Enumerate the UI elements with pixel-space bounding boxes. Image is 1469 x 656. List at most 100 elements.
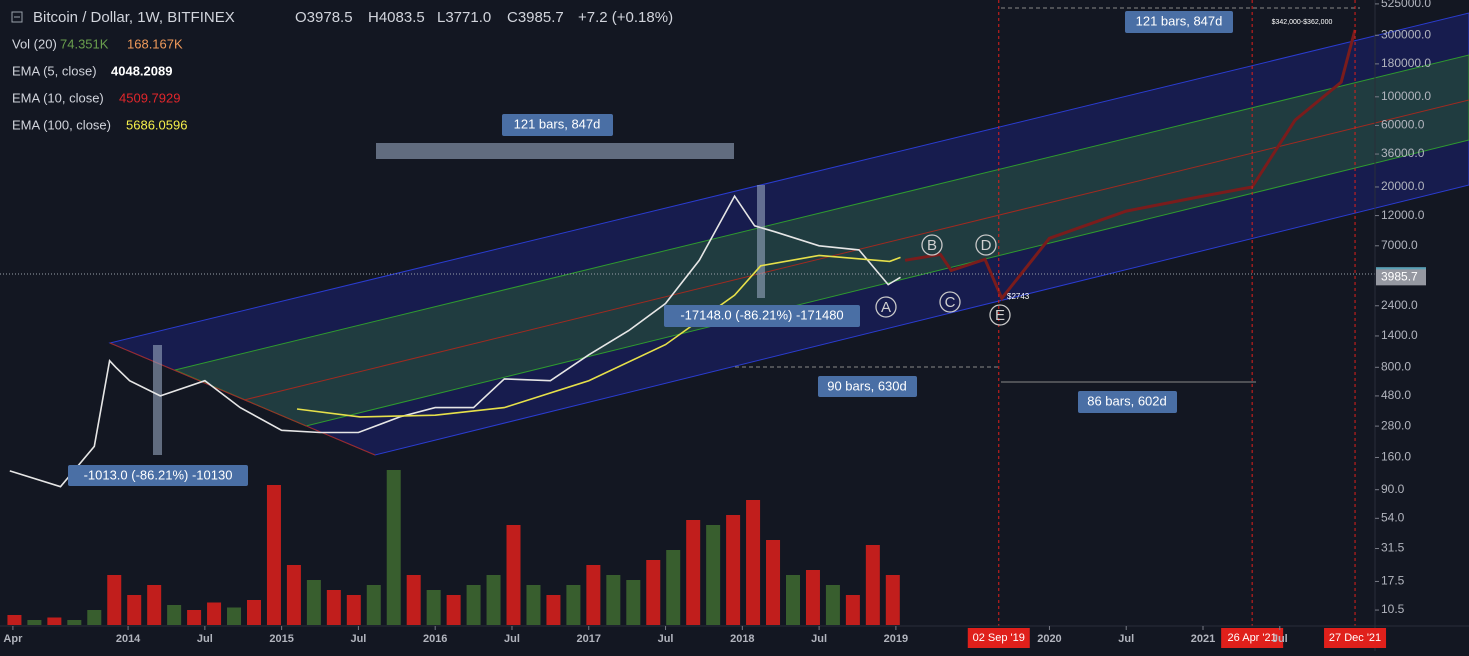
y-tick-label: 31.5: [1381, 541, 1405, 555]
volume-bar: [526, 585, 541, 625]
x-tick-label: Jul: [197, 633, 213, 645]
x-tick-label: Jul: [1118, 633, 1134, 645]
wave-label: C: [945, 294, 956, 311]
y-tick-label: 54.0: [1381, 510, 1405, 524]
volume-bar: [546, 595, 561, 625]
indicator-value: 4048.2089: [111, 63, 172, 78]
drop-box: [757, 185, 765, 298]
channel: [0, 7, 1469, 456]
volume-bar: [766, 540, 781, 625]
x-tick-label: 2017: [577, 633, 601, 645]
range-label: 121 bars, 847d: [1136, 13, 1223, 28]
range-label: 90 bars, 630d: [827, 378, 907, 393]
y-tick-label: 525000.0: [1381, 0, 1431, 10]
indicator-label: EMA (10, close): [12, 90, 104, 105]
wave-circle: [875, 296, 897, 318]
x-tick-label: Apr: [3, 633, 23, 645]
volume-bar: [187, 610, 202, 625]
y-tick-label: 2400.0: [1381, 298, 1418, 312]
volume-bar: [127, 595, 142, 625]
label-box: [818, 376, 917, 397]
volume-bar: [885, 575, 900, 625]
volume-bar: [466, 585, 481, 625]
ohlc-value: H4083.5: [368, 9, 425, 26]
volume-bar: [785, 575, 800, 625]
x-tick-label: 2015: [269, 633, 293, 645]
volume-bar: [326, 590, 341, 625]
y-tick-label: 90.0: [1381, 482, 1405, 496]
indicator-value: 168.167K: [127, 36, 183, 51]
y-tick-label: 480.0: [1381, 388, 1411, 402]
label-box: [1125, 11, 1233, 33]
indicator-label: EMA (5, close): [12, 63, 97, 78]
x-tick-label: Jul: [658, 633, 674, 645]
marker-box: [967, 628, 1030, 648]
y-tick-label: 160.0: [1381, 450, 1411, 464]
range-box: [376, 143, 734, 159]
y-tick-label: 7000.0: [1381, 238, 1418, 252]
volume-bar: [67, 620, 82, 625]
marker-label: 26 Apr '21: [1228, 632, 1277, 644]
volume-bar: [486, 575, 501, 625]
x-tick-label: 2020: [1037, 633, 1061, 645]
x-tick-label: 2019: [884, 633, 908, 645]
wave-label: A: [881, 299, 891, 316]
volume-bar: [686, 520, 701, 625]
range-label: 121 bars, 847d: [514, 116, 601, 131]
price-label: 3985.7: [1381, 270, 1418, 284]
y-tick-label: 12000.0: [1381, 208, 1425, 222]
volume-bar: [246, 600, 261, 625]
indicator-label: EMA (100, close): [12, 117, 111, 132]
volume-bar: [566, 585, 581, 625]
y-tick-label: 20000.0: [1381, 179, 1425, 193]
ohlc-value: C3985.7: [507, 9, 564, 26]
volume-bar: [286, 565, 301, 625]
x-tick-label: Jul: [1272, 633, 1288, 645]
y-tick-label: 1400.0: [1381, 328, 1418, 342]
drop-box: [153, 345, 162, 455]
volume-bar: [726, 515, 741, 625]
marker-box: [1221, 628, 1284, 648]
y-tick-label: 180000.0: [1381, 56, 1431, 70]
x-tick-label: Jul: [350, 633, 366, 645]
volume-bar: [47, 617, 62, 625]
volume-bar: [825, 585, 840, 625]
volume-bar: [865, 545, 880, 625]
label-box: [1078, 391, 1177, 413]
volume-bar: [706, 525, 721, 625]
volume-bar: [346, 595, 361, 625]
collapse-icon: [11, 11, 23, 23]
range-label: 86 bars, 602d: [1087, 393, 1167, 408]
label-box: [502, 114, 613, 136]
price-line: [9, 194, 901, 488]
drop-label: -17148.0 (-86.21%) -171480: [680, 307, 843, 322]
volume-bar: [406, 575, 421, 625]
volume-bar: [227, 607, 242, 625]
wave-circle: [939, 291, 961, 313]
header: Bitcoin / Dollar, 1W, BITFINEX O3978.5 H4…: [11, 9, 673, 132]
wave-label: E: [995, 307, 1005, 324]
volume-bar: [666, 550, 681, 625]
price-line: [904, 29, 1357, 302]
low-label: $2743: [1007, 292, 1030, 301]
y-tick-label: 17.5: [1381, 574, 1405, 588]
volume-bar: [626, 580, 641, 625]
wave-circle: [921, 234, 943, 256]
symbol-title: Bitcoin / Dollar, 1W, BITFINEX: [33, 9, 235, 26]
wave-circle: [975, 234, 997, 256]
annotations: 121 bars, 847d 121 bars, 847d -1013.0 (-…: [68, 11, 1332, 486]
volume-bar: [506, 525, 521, 625]
plot: [7, 0, 1357, 626]
x-tick-label: 2016: [423, 633, 447, 645]
volume-bar: [266, 485, 281, 625]
x-tick-label: 2018: [730, 633, 754, 645]
volume-bar: [207, 602, 222, 625]
volume-bar: [606, 575, 621, 625]
volume-bar: [27, 620, 42, 625]
price-box: [1376, 269, 1426, 286]
y-tick-label: 100000.0: [1381, 89, 1431, 103]
ohlc-value: L3771.0: [437, 9, 491, 26]
marker-label: 02 Sep '19: [973, 632, 1025, 644]
x-tick-label: 2014: [116, 633, 141, 645]
indicator-label: Vol (20): [12, 36, 57, 51]
